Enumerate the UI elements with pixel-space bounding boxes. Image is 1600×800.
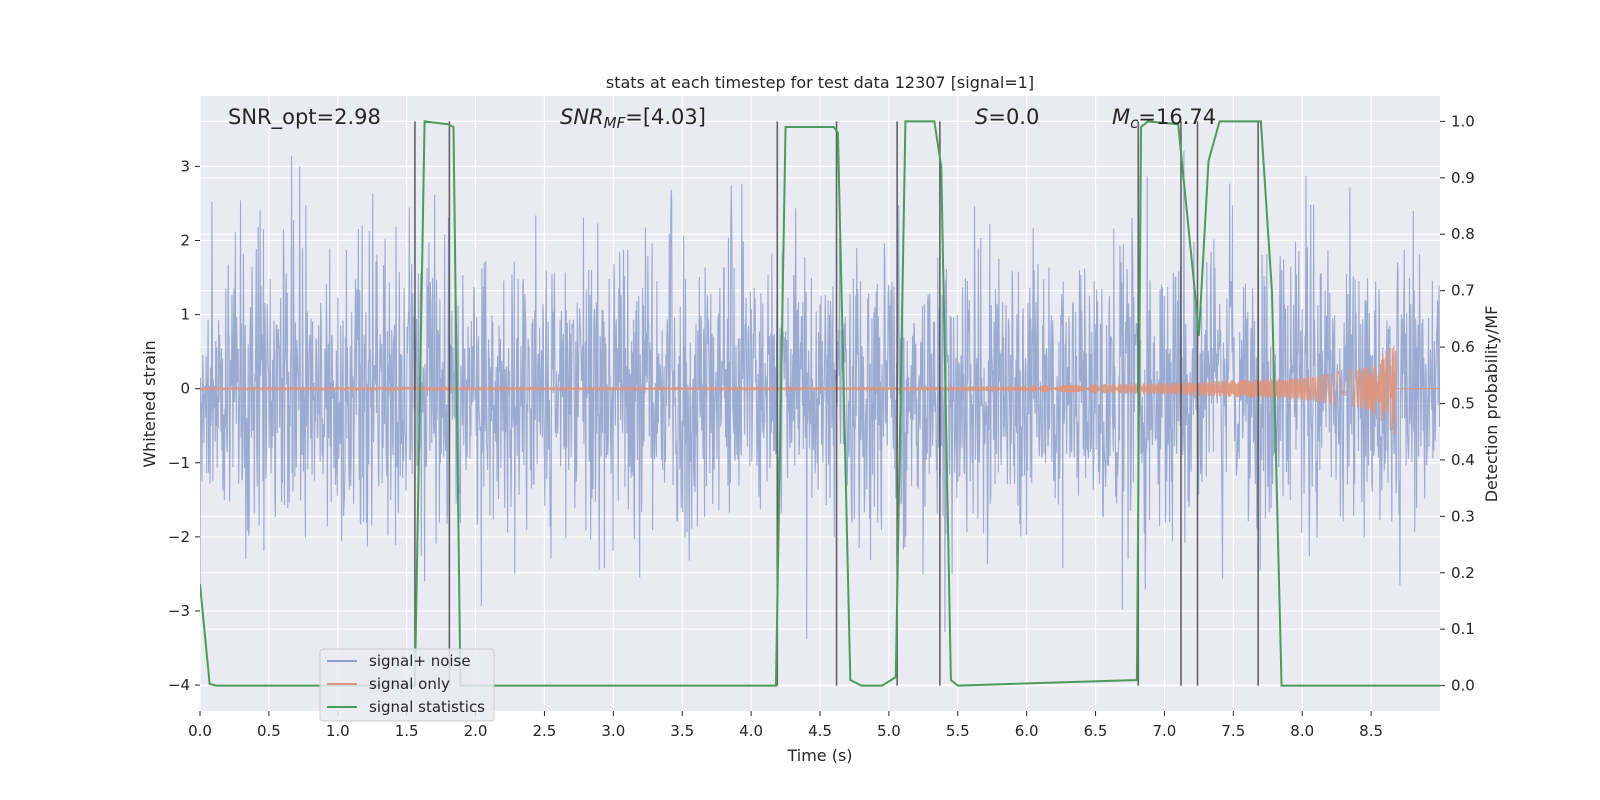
line-signal-statistics — [200, 120, 1440, 687]
y2-tick-label: 0.3 — [1451, 507, 1475, 525]
y-tick-label: 3 — [180, 157, 190, 175]
y2-tick-label: 0.0 — [1451, 677, 1475, 695]
y-tick-label: −2 — [168, 528, 190, 546]
annotation-mc-symbol: M — [1112, 105, 1130, 129]
x-tick-label: 1.5 — [395, 722, 419, 740]
x-tick-label: 4.5 — [808, 722, 832, 740]
y2-tick-label: 0.9 — [1451, 169, 1475, 187]
y-tick-label: 2 — [180, 231, 190, 249]
series-signal-noise — [200, 150, 1440, 639]
y2-tick-label: 0.7 — [1451, 282, 1475, 300]
annotation-snr-mf-symbol: SNR — [560, 105, 604, 129]
x-tick-label: 5.5 — [946, 722, 970, 740]
x-tick-label: 6.5 — [1084, 722, 1108, 740]
y-axis-title: Whitened strain — [140, 340, 159, 467]
y-tick-label: 0 — [180, 380, 190, 398]
series-signal-statistics — [200, 120, 1440, 687]
legend: signal+ noise signal only signal statist… — [319, 648, 495, 722]
annotation-snr-mf: SNRMF=[4.03] — [560, 105, 706, 132]
y2-axis-title: Detection probability/MF — [1482, 306, 1501, 503]
x-tick-label: 0.0 — [188, 722, 212, 740]
annotation-snr-mf-value: =[4.03] — [625, 105, 706, 129]
x-tick-label: 2.5 — [533, 722, 557, 740]
y2-tick-label: 0.4 — [1451, 451, 1475, 469]
line-signal-noise — [200, 150, 1440, 639]
x-tick-label: 6.0 — [1015, 722, 1039, 740]
legend-label-signal-statistics: signal statistics — [369, 698, 485, 716]
x-tick-label: 5.0 — [877, 722, 901, 740]
chart-title: stats at each timestep for test data 123… — [606, 73, 1034, 92]
x-tick-label: 7.0 — [1153, 722, 1177, 740]
y2-tick-label: 0.1 — [1451, 620, 1475, 638]
y2-tick-label: 0.2 — [1451, 564, 1475, 582]
x-tick-label: 0.5 — [257, 722, 281, 740]
y2-tick-label: 0.6 — [1451, 338, 1475, 356]
y-tick-label: −1 — [168, 454, 190, 472]
annotation-snr-opt: SNR_opt=2.98 — [228, 105, 381, 130]
x-tick-label: 7.5 — [1221, 722, 1245, 740]
x-tick-label: 2.0 — [464, 722, 488, 740]
plot-layer — [200, 120, 1440, 687]
x-tick-label: 4.0 — [739, 722, 763, 740]
annotation-mc-subscript: c — [1130, 114, 1139, 132]
y2-tick-label: 0.8 — [1451, 225, 1475, 243]
annotation-mc: Mc=16.74 — [1112, 105, 1216, 132]
axis-ticks: 0.0 0.5 1.0 1.5 2.0 2.5 3.0 3.5 4.0 4.5 5.0 5.5 6.0 6… — [168, 112, 1475, 740]
x-tick-label: 3.0 — [601, 722, 625, 740]
annotation-snr-mf-subscript: MF — [604, 114, 626, 132]
x-tick-label: 3.5 — [670, 722, 694, 740]
annotation-s: S=0.0 — [975, 105, 1039, 129]
x-tick-label: 8.5 — [1359, 722, 1383, 740]
y2-tick-label: 1.0 — [1451, 112, 1475, 130]
legend-box — [319, 648, 495, 722]
y-tick-label: −4 — [168, 676, 190, 694]
y-tick-label: −3 — [168, 602, 190, 620]
annotation-s-symbol: S — [975, 105, 988, 129]
y2-tick-label: 0.5 — [1451, 395, 1475, 413]
y-tick-label: 1 — [180, 306, 190, 324]
legend-label-signal-noise: signal+ noise — [369, 652, 471, 670]
annotation-mc-value: =16.74 — [1138, 105, 1216, 129]
legend-label-signal-only: signal only — [369, 675, 450, 693]
annotation-s-value: =0.0 — [988, 105, 1039, 129]
vertical-lines — [414, 121, 1259, 686]
x-tick-label: 1.0 — [326, 722, 350, 740]
x-tick-label: 8.0 — [1290, 722, 1314, 740]
x-axis-title: Time (s) — [786, 746, 852, 765]
